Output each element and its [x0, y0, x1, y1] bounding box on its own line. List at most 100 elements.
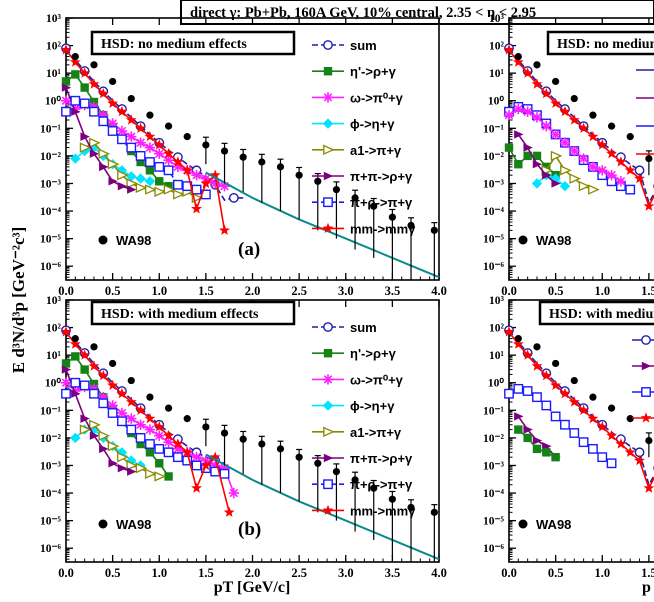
data-point [228, 487, 240, 499]
data-point [154, 148, 165, 159]
y-tick-label: 10⁻¹ [40, 123, 61, 135]
panel-title-box [90, 300, 296, 326]
data-point-stroke [108, 119, 117, 128]
data-point-stroke [532, 113, 542, 122]
wa98-label: WA98 [116, 517, 151, 532]
wa98-point [164, 404, 173, 412]
wa98-point [314, 177, 322, 185]
data-point [643, 482, 654, 493]
legend-label: η'->ρ+γ [350, 64, 397, 79]
y-tick-label: 10² [46, 41, 62, 53]
legend-item-mm [632, 412, 654, 423]
data-point [597, 165, 608, 176]
data-point [550, 379, 561, 390]
data-point [596, 421, 608, 432]
data-point [559, 137, 571, 148]
y-tick-label: 10⁻⁴ [40, 488, 62, 500]
data-point [542, 170, 552, 180]
panel-1: 10³ 10² 10¹ 10⁰ 10⁻¹ 10⁻² 10⁻³ 10⁻⁴ 10⁻⁵ 10⁻⁶ 0.0 0… [40, 13, 447, 298]
data-point [117, 181, 128, 191]
series-mm [60, 44, 230, 235]
data-point [615, 176, 627, 187]
data-point [596, 139, 608, 150]
data-point [135, 419, 146, 430]
data-point [559, 388, 571, 399]
data-point-stroke [127, 414, 136, 423]
y-tick-label: 10⁻³ [483, 460, 505, 472]
wa98-point [430, 226, 438, 234]
series-line [536, 174, 566, 187]
data-point [191, 460, 202, 471]
wa98-point [164, 122, 173, 130]
wa98-point [626, 133, 634, 141]
data-point [200, 459, 212, 471]
series-a1 [541, 150, 600, 195]
x-tick-label: 2.0 [245, 566, 261, 580]
wa98-points [514, 334, 653, 458]
series-pipi [514, 130, 561, 188]
y-tick-label: 10¹ [46, 68, 61, 80]
wa98-point [127, 94, 135, 103]
data-point [107, 408, 118, 418]
legend-marker [322, 118, 334, 129]
data-point [542, 162, 551, 172]
data-point [512, 56, 524, 67]
data-point-stroke [542, 121, 551, 131]
panels: 10³ 10² 10¹ 10⁰ 10⁻¹ 10⁻² 10⁻³ 10⁻⁴ 10⁻⁵ 10⁻⁶ 0.0 0… [40, 13, 654, 580]
data-point [569, 173, 582, 184]
legend-marker [322, 400, 334, 411]
data-point-stroke [192, 452, 201, 462]
data-point [531, 360, 543, 371]
y-tick-label: 10¹ [46, 350, 61, 362]
x-tick-label: 0.0 [58, 566, 74, 580]
x-tick-label: 0.0 [501, 566, 517, 580]
data-point [154, 443, 165, 454]
legend-marker [322, 222, 334, 233]
y-tick-label: 10⁻³ [40, 460, 62, 472]
x-tick-label: 0.0 [501, 284, 517, 298]
data-point [588, 184, 600, 195]
series-mm [60, 326, 235, 517]
legend-label: ω->π⁰+γ [350, 90, 404, 105]
data-point [79, 67, 91, 78]
wa98-point [71, 334, 79, 343]
wa98-point [202, 423, 210, 431]
data-point [145, 448, 155, 457]
data-point [154, 161, 165, 172]
data-point [624, 164, 636, 175]
legend-marker [322, 92, 334, 103]
x-tick-label: 2.5 [291, 284, 307, 298]
x-tick-label: 2.0 [245, 284, 261, 298]
data-point [587, 161, 599, 173]
data-point [625, 184, 636, 195]
x-tick-label: 1.0 [594, 566, 610, 580]
data-point [98, 398, 109, 409]
data-point [606, 458, 617, 469]
data-point [514, 130, 524, 139]
data-point [503, 326, 515, 337]
data-point [182, 455, 193, 466]
data-point [512, 338, 524, 349]
data-point [153, 139, 165, 150]
series-sum [504, 325, 654, 487]
data-point [135, 182, 148, 193]
series-mm [503, 44, 654, 211]
data-point [108, 459, 118, 468]
data-point [135, 404, 146, 415]
x-tick-label: 3.5 [385, 284, 401, 298]
x-tick-label: 0.5 [105, 284, 121, 298]
data-point [164, 181, 173, 191]
data-point [200, 177, 212, 189]
legend-item-pipi [632, 361, 654, 371]
legend-marker [323, 67, 333, 76]
data-point [606, 430, 617, 441]
data-point [569, 428, 580, 438]
legend-marker [323, 171, 334, 181]
legend-marker [322, 504, 334, 515]
data-point [126, 142, 137, 153]
data-point [70, 95, 81, 106]
data-point-stroke [61, 96, 71, 105]
x-tick-label: 0.0 [58, 284, 74, 298]
y-tick-label: 10⁻⁶ [483, 261, 505, 273]
